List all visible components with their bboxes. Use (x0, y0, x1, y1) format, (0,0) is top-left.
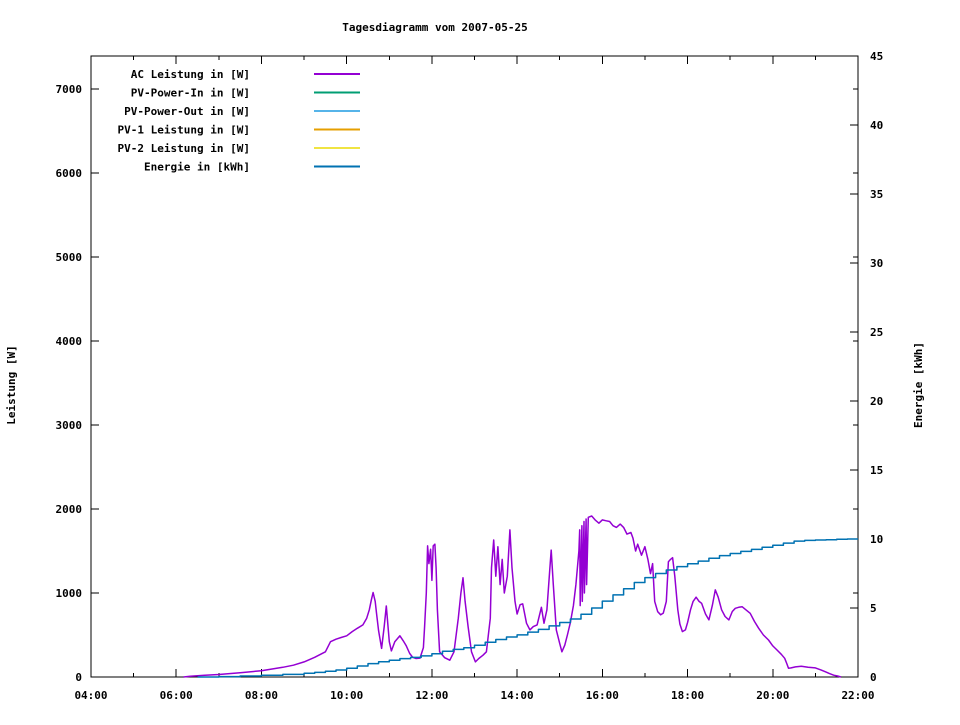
y-right-tick-label: 0 (870, 671, 877, 684)
x-tick-label: 14:00 (501, 689, 534, 702)
x-tick-label: 22:00 (841, 689, 874, 702)
legend-label: PV-Power-Out in [W] (124, 105, 250, 118)
y-left-tick-label: 5000 (56, 251, 83, 264)
x-tick-label: 06:00 (160, 689, 193, 702)
legend-label: Energie in [kWh] (144, 161, 250, 174)
energy-series-line (197, 538, 858, 678)
x-tick-label: 08:00 (245, 689, 278, 702)
y-right-tick-label: 30 (870, 257, 883, 270)
x-tick-label: 12:00 (415, 689, 448, 702)
legend-label: PV-Power-In in [W] (131, 87, 250, 100)
legend: AC Leistung in [W] PV-Power-In in [W] PV-P… (118, 68, 360, 174)
y-axis-label-right: Energie [kWh] (912, 342, 925, 428)
y-right-tick-label: 15 (870, 464, 883, 477)
legend-label: PV-1 Leistung in [W] (118, 124, 250, 137)
y-left-tick-label: 0 (75, 671, 82, 684)
x-tick-label: 16:00 (586, 689, 619, 702)
plot-area: 04:00 06:00 08:00 10:00 12:00 14:00 16:00 18:00… (56, 50, 884, 702)
y-left-tick-label: 4000 (56, 335, 83, 348)
x-tick-label: 20:00 (756, 689, 789, 702)
y-right-tick-label: 5 (870, 602, 877, 615)
legend-label: PV-2 Leistung in [W] (118, 142, 250, 155)
legend-label: AC Leistung in [W] (131, 68, 250, 81)
y-left-tick-label: 1000 (56, 587, 83, 600)
x-tick-label: 10:00 (330, 689, 363, 702)
chart-title: Tagesdiagramm vom 2007-05-25 (342, 21, 527, 34)
x-tick-label: 18:00 (671, 689, 704, 702)
y-left-tick-label: 3000 (56, 419, 83, 432)
x-tick-label: 04:00 (74, 689, 107, 702)
y-left-tick-label: 6000 (56, 167, 83, 180)
y-left-tick-label: 7000 (56, 83, 83, 96)
y-axis-label-left: Leistung [W] (5, 345, 18, 424)
ac-power-series-line (183, 515, 842, 678)
y-right-tick-label: 20 (870, 395, 883, 408)
y-right-tick-label: 25 (870, 326, 883, 339)
y-left-tick-label: 2000 (56, 503, 83, 516)
y-right-tick-label: 35 (870, 188, 883, 201)
y-right-tick-label: 45 (870, 50, 883, 63)
y-right-tick-label: 40 (870, 119, 883, 132)
y-right-tick-label: 10 (870, 533, 883, 546)
